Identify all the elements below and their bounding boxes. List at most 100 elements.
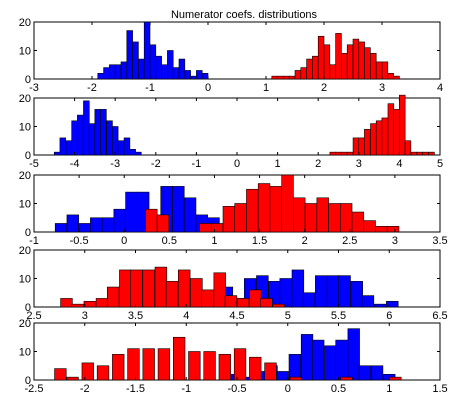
- blue-histogram-bar: [143, 21, 151, 80]
- histogram-panel-3: -1 -0.5 0 0.5 1 1.5 2 2.5 3 3.5 0 10 20: [19, 170, 448, 247]
- red-histogram-bar: [335, 151, 342, 156]
- x-tick-label: -2: [80, 383, 90, 394]
- blue-histogram-bar: [103, 67, 110, 80]
- red-histogram-bar: [157, 348, 171, 381]
- blue-histogram-bar: [161, 64, 168, 80]
- blue-histogram-bar: [97, 73, 104, 80]
- x-tick-label: 4: [396, 158, 402, 170]
- blue-histogram-bar: [184, 70, 191, 80]
- red-histogram-bar: [329, 64, 336, 80]
- x-tick-label: 0: [205, 82, 211, 94]
- x-tick-label: -1: [181, 383, 191, 394]
- blue-histogram-bar: [109, 64, 116, 80]
- y-tick-label: 0: [25, 375, 31, 387]
- histogram-panel-4: 2.5 3 3.5 4 4.5 5 5.5 6 6.5 0 10 20: [19, 245, 448, 322]
- x-tick-label: 1.5: [252, 235, 267, 247]
- blue-histogram-bar: [90, 217, 103, 233]
- blue-histogram-bar: [66, 214, 79, 233]
- red-histogram-bar: [300, 67, 307, 80]
- blue-histogram-bar: [312, 339, 325, 381]
- y-tick-label: 0: [25, 150, 31, 162]
- y-tick-label: 10: [19, 122, 31, 134]
- blue-histogram-bar: [302, 292, 316, 308]
- blue-histogram-bar: [276, 371, 289, 381]
- x-tick-label: 1.5: [432, 383, 447, 394]
- y-tick-label: 10: [19, 274, 31, 286]
- x-tick-label: 1: [263, 82, 269, 94]
- red-histogram-bar: [358, 137, 365, 156]
- blue-histogram-bar: [120, 61, 128, 80]
- red-histogram-bar: [358, 41, 365, 80]
- blue-histogram-bar: [300, 334, 314, 381]
- red-histogram-bar: [375, 226, 388, 233]
- red-histogram-bar: [246, 188, 259, 233]
- red-histogram-bar: [106, 286, 120, 308]
- x-tick-label: 3.5: [128, 310, 143, 322]
- blue-histogram-bar: [155, 55, 162, 80]
- blue-histogram-bar: [101, 217, 115, 233]
- red-histogram-bar: [173, 336, 186, 381]
- blue-histogram-bar: [59, 137, 67, 156]
- red-histogram-bar: [363, 220, 376, 233]
- red-histogram-bar: [249, 289, 262, 308]
- blue-histogram-bar: [327, 275, 340, 308]
- x-tick-label: 1: [386, 383, 392, 394]
- red-histogram-bar: [71, 303, 84, 308]
- red-histogram-bar: [352, 137, 360, 156]
- red-histogram-bar: [165, 281, 179, 308]
- x-tick-label: 4: [437, 82, 443, 94]
- red-histogram-bar: [224, 295, 238, 308]
- blue-histogram-bar: [126, 30, 133, 80]
- blue-histogram-bar: [315, 275, 328, 308]
- red-histogram-bar: [66, 376, 79, 381]
- red-histogram-bar: [130, 269, 143, 308]
- red-histogram-bar: [346, 44, 354, 80]
- red-histogram-bar: [154, 266, 168, 308]
- blue-histogram-bar: [149, 44, 157, 80]
- red-histogram-bar: [352, 38, 360, 80]
- x-tick-label: 5.5: [331, 310, 346, 322]
- blue-histogram-bar: [324, 345, 337, 381]
- red-histogram-bar: [375, 120, 383, 156]
- x-tick-label: 2: [315, 158, 321, 170]
- red-histogram-bar: [83, 300, 97, 308]
- blue-histogram-bar: [132, 41, 139, 80]
- red-histogram-bar: [340, 376, 353, 381]
- red-histogram-bar: [304, 203, 318, 233]
- x-tick-label: -0.5: [70, 235, 89, 247]
- red-histogram-bar: [272, 303, 285, 308]
- red-histogram-bar: [54, 368, 67, 381]
- red-histogram-bar: [271, 75, 278, 80]
- red-histogram-bar: [199, 223, 212, 233]
- red-histogram-bar: [264, 362, 277, 381]
- red-histogram-bar: [145, 208, 158, 233]
- red-histogram-bar: [399, 94, 406, 156]
- blue-histogram-bar: [178, 58, 186, 80]
- red-histogram-bar: [233, 348, 247, 381]
- red-histogram-bar: [323, 44, 331, 80]
- blue-histogram-bar: [347, 328, 360, 381]
- red-histogram-bar: [317, 35, 325, 80]
- blue-histogram-bar: [279, 278, 292, 308]
- x-tick-label: 2.5: [342, 235, 357, 247]
- histogram-panel-2: -5 -4 -3 -2 -1 0 1 2 3 4 5 0 10 20: [19, 93, 443, 170]
- y-tick-label: 20: [19, 17, 31, 29]
- red-histogram-bar: [339, 203, 353, 233]
- red-histogram-bar: [283, 75, 290, 80]
- x-tick-label: 3: [356, 158, 362, 170]
- x-tick-label: -1: [192, 158, 202, 170]
- x-tick-label: -1: [29, 235, 39, 247]
- x-tick-label: 5: [285, 310, 291, 322]
- y-tick-label: 10: [19, 46, 31, 58]
- red-histogram-bar: [188, 351, 201, 381]
- red-histogram-bar: [312, 55, 319, 80]
- x-tick-label: 2: [321, 82, 327, 94]
- red-histogram-bar: [142, 269, 155, 308]
- blue-histogram-bar: [94, 109, 101, 156]
- red-histogram-bar: [178, 269, 191, 308]
- blue-histogram-bar: [53, 151, 61, 156]
- red-histogram-bar: [340, 151, 348, 156]
- blue-histogram-bar: [288, 354, 301, 381]
- blue-histogram-bar: [77, 114, 84, 156]
